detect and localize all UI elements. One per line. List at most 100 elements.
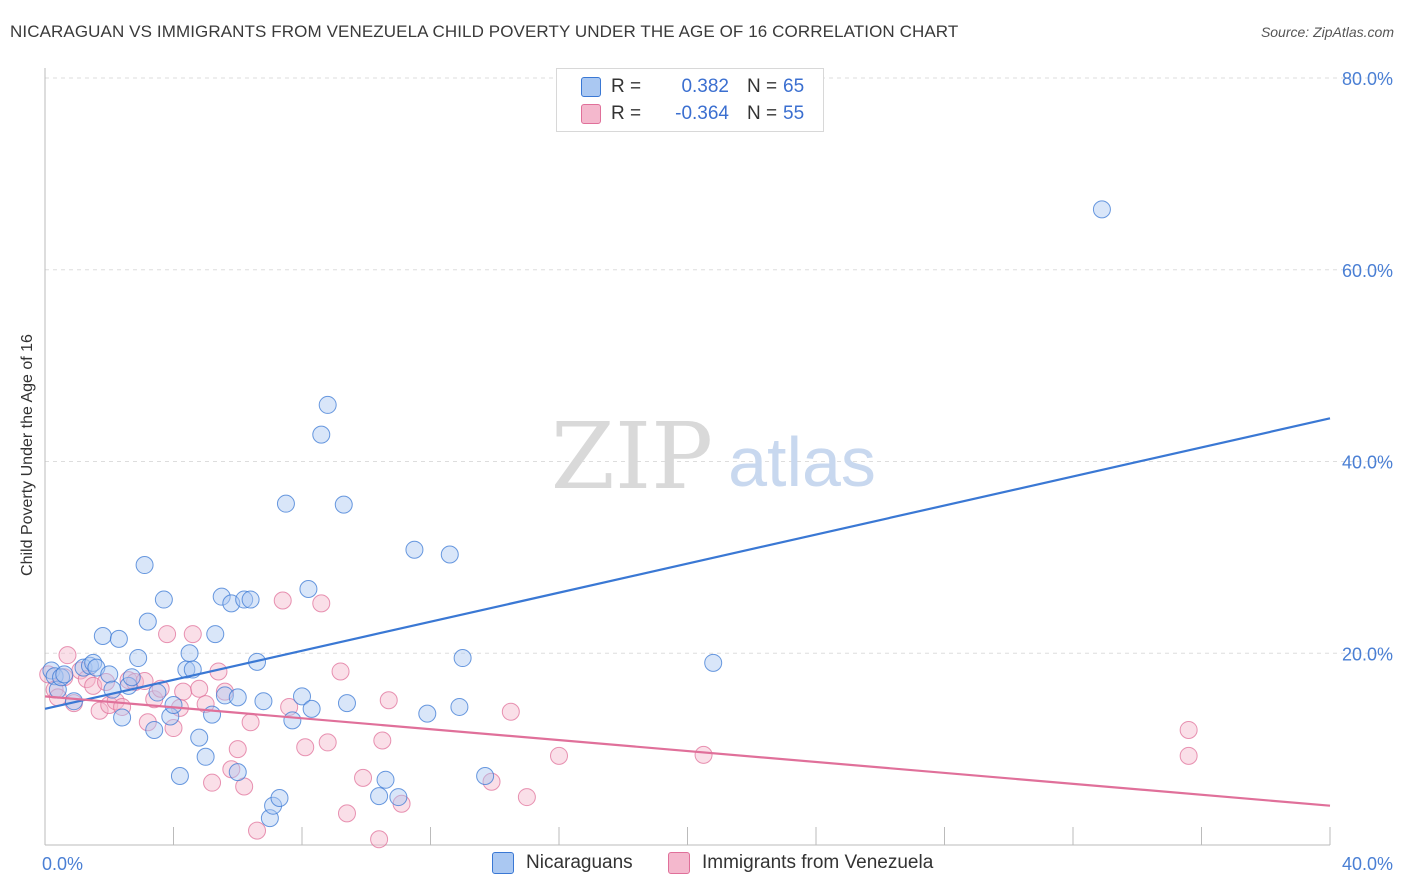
legend-swatch-blue — [581, 77, 601, 97]
nicaraguan-point — [196, 747, 215, 766]
nicaraguan-point — [93, 626, 112, 645]
nicaraguan-point — [476, 766, 495, 785]
nicaraguan-point — [52, 668, 71, 687]
venezuela-point — [158, 625, 177, 644]
legend-n-value: 65 — [783, 76, 805, 97]
nicaraguan-point — [270, 789, 289, 808]
nicaraguan-point — [113, 708, 132, 727]
nicaraguan-point — [318, 395, 337, 414]
nicaraguan-point — [84, 653, 103, 672]
nicaraguan-point — [334, 495, 353, 514]
nicaraguan-point — [100, 665, 119, 684]
venezuela-points — [39, 591, 1198, 849]
nicaraguan-point — [440, 545, 459, 564]
legend-swatch-venezuela — [668, 852, 690, 874]
nicaraguan-point — [405, 540, 424, 559]
source-label: Source: ZipAtlas.com — [1260, 24, 1394, 40]
x-tick-label: 40.0% — [1342, 854, 1393, 874]
legend-row-venezuela: R = -0.364 N = 55 — [557, 102, 804, 126]
y-tick-label: 60.0% — [1342, 261, 1393, 281]
nicaraguan-points — [42, 200, 1111, 828]
nicaraguan-point — [450, 697, 469, 716]
correlation-legend: R = 0.382 N = 65 R = -0.364 N = 55 — [556, 68, 824, 132]
nicaraguan-point — [203, 705, 222, 724]
venezuela-point — [77, 670, 96, 689]
legend-n-value: 55 — [783, 103, 805, 124]
venezuela-point — [138, 713, 157, 732]
nicaraguan-point — [312, 425, 331, 444]
legend-r-label: R = — [611, 103, 642, 124]
venezuela-point — [203, 773, 222, 792]
venezuela-point — [164, 719, 183, 738]
nicaraguan-point — [74, 658, 93, 677]
nicaraguan-point — [164, 696, 183, 715]
venezuela-point — [312, 594, 331, 613]
nicaraguan-point — [283, 711, 302, 730]
venezuela-point — [248, 821, 267, 840]
nicaraguan-point — [264, 796, 283, 815]
nicaraguan-point — [293, 687, 311, 706]
trendlines — [44, 417, 1331, 807]
venezuela-point — [694, 745, 713, 764]
nicaraguan-point — [145, 720, 164, 739]
legend-r-value: 0.382 — [681, 76, 729, 97]
nicaraguan-point — [453, 649, 472, 668]
nicaraguan-point — [302, 699, 321, 718]
venezuela-point — [280, 697, 299, 716]
nicaraguan-point — [376, 770, 395, 789]
legend-item-nicaraguans: Nicaraguans — [492, 852, 633, 874]
venezuela-point — [379, 691, 398, 710]
legend-item-venezuela: Immigrants from Venezuela — [668, 852, 933, 874]
nicaraguan-point — [337, 694, 356, 713]
y-tick-label: 20.0% — [1342, 644, 1393, 664]
venezuela-point — [90, 701, 109, 720]
legend-label-venezuela: Immigrants from Venezuela — [702, 852, 934, 873]
legend-n-label: N = — [747, 76, 778, 97]
nicaraguan-point — [190, 728, 209, 747]
legend-swatch-pink — [581, 104, 601, 124]
venezuela-point — [241, 713, 260, 732]
nicaraguan-point — [276, 494, 295, 513]
nicaraguan-point — [389, 788, 408, 807]
legend-label-nicaraguans: Nicaraguans — [526, 852, 633, 873]
legend-swatch-nicaraguans — [492, 852, 514, 874]
nicaraguan-point — [299, 580, 318, 599]
nicaraguan-point — [212, 587, 231, 606]
nicaraguan-trendline — [44, 417, 1331, 710]
nicaraguan-point — [154, 590, 173, 609]
nicaraguan-point — [148, 683, 167, 702]
venezuela-point — [1179, 746, 1198, 765]
nicaraguan-point — [138, 612, 157, 631]
nicaraguan-point — [122, 668, 141, 687]
venezuela-point — [550, 746, 568, 765]
venezuela-point — [273, 591, 292, 610]
nicaraguan-point — [80, 656, 99, 675]
venezuela-point — [119, 671, 138, 690]
legend-r-label: R = — [611, 76, 642, 97]
watermark-atlas: atlas — [728, 423, 876, 501]
venezuela-point — [228, 740, 247, 759]
venezuela-point — [501, 702, 520, 721]
chart-title: NICARAGUAN VS IMMIGRANTS FROM VENEZUELA … — [10, 22, 959, 41]
nicaraguan-point — [55, 665, 74, 684]
legend-r-value: -0.364 — [675, 103, 729, 124]
series-legend: Nicaraguans Immigrants from Venezuela — [0, 852, 1406, 876]
venezuela-point — [354, 768, 373, 787]
watermark-zip: ZIP — [551, 403, 713, 510]
legend-n-label: N = — [747, 103, 778, 124]
gridlines — [45, 77, 1392, 654]
nicaraguan-point — [418, 704, 437, 723]
nicaraguan-point — [254, 692, 273, 711]
nicaraguan-point — [206, 625, 225, 644]
nicaraguan-point — [228, 688, 247, 707]
axes — [44, 68, 1331, 846]
venezuela-point — [183, 625, 202, 644]
nicaraguan-point — [170, 766, 189, 785]
nicaraguan-point — [241, 590, 260, 609]
nicaraguan-point — [370, 787, 389, 806]
y-tick-label: 80.0% — [1342, 69, 1393, 89]
nicaraguan-point — [228, 763, 247, 782]
nicaraguan-point — [704, 653, 723, 672]
venezuela-point — [1179, 720, 1198, 739]
